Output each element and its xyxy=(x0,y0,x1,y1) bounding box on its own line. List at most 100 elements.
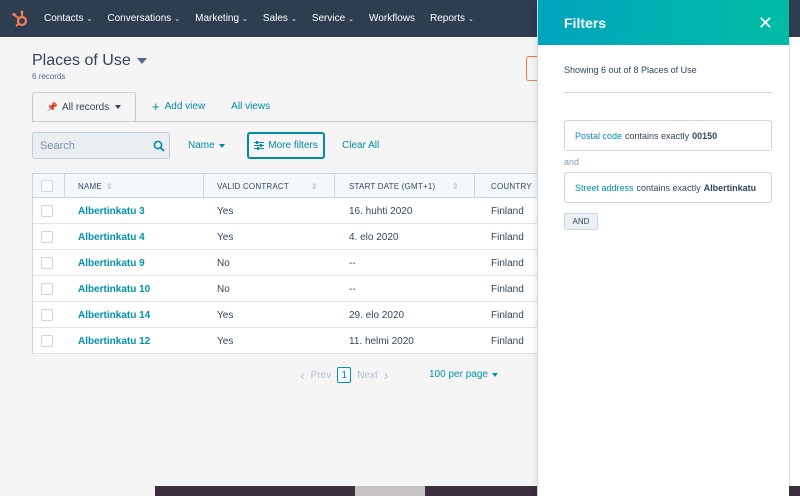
table-header: NAME ⇕ VALID CONTRACT ⇕ START DATE (GMT+1)… xyxy=(33,173,537,198)
page-number-button[interactable]: 1 xyxy=(337,367,352,383)
plus-icon: + xyxy=(152,99,160,114)
nav-item-sales[interactable]: Sales ⌄ xyxy=(263,13,297,24)
nav-item-label: Contacts xyxy=(44,13,84,24)
title-dropdown-icon[interactable] xyxy=(136,58,147,64)
cell-name[interactable]: Albertinkatu 10 xyxy=(78,283,151,295)
cell-country: Finland xyxy=(491,257,524,269)
row-checkbox[interactable] xyxy=(41,335,53,347)
cell-valid-contract: No xyxy=(217,257,230,269)
page-title[interactable]: Places of Use xyxy=(32,52,147,70)
search-input[interactable]: Search xyxy=(32,132,170,159)
table-row: Albertinkatu 14 Yes 29. elo 2020 Finland xyxy=(33,302,537,328)
select-all-checkbox-cell[interactable] xyxy=(41,174,53,198)
header-name[interactable]: NAME ⇕ xyxy=(78,174,113,198)
tab-divider xyxy=(32,121,537,122)
cell-valid-contract: Yes xyxy=(217,205,234,217)
cell-start-date: -- xyxy=(349,283,356,295)
nav-item-reports[interactable]: Reports ⌄ xyxy=(430,13,474,24)
cell-valid-contract: Yes xyxy=(217,335,234,347)
nav-item-label: Sales xyxy=(262,13,288,24)
cell-name[interactable]: Albertinkatu 12 xyxy=(78,335,151,347)
filter-joiner: and xyxy=(564,157,580,167)
filter-operator: contains exactly xyxy=(625,130,690,141)
more-filters-label: More filters xyxy=(268,140,318,151)
row-checkbox-cell[interactable] xyxy=(41,198,53,224)
sort-icon: ⇕ xyxy=(311,181,318,191)
cell-country: Finland xyxy=(491,205,524,217)
filters-panel-title: Filters xyxy=(564,14,607,31)
cell-valid-contract: Yes xyxy=(217,309,234,321)
nav-item-marketing[interactable]: Marketing ⌄ xyxy=(195,13,248,24)
desktop-strip-block xyxy=(355,486,425,496)
cell-name[interactable]: Albertinkatu 9 xyxy=(78,257,145,269)
column-divider xyxy=(334,174,335,198)
chevron-down-icon xyxy=(491,372,498,377)
actions-button[interactable] xyxy=(526,56,540,81)
chevron-down-icon: ⌄ xyxy=(290,15,297,23)
header-country[interactable]: COUNTRY xyxy=(491,174,532,198)
row-checkbox-cell[interactable] xyxy=(41,250,53,276)
add-view-button[interactable]: + Add view xyxy=(152,99,205,114)
search-icon[interactable] xyxy=(149,140,169,152)
table-row: Albertinkatu 9 No -- Finland xyxy=(33,250,537,276)
tab-all-records[interactable]: 📌 All records xyxy=(32,91,136,122)
close-icon[interactable]: ✕ xyxy=(757,12,773,33)
summary-divider xyxy=(564,92,772,93)
all-views-link[interactable]: All views xyxy=(231,101,271,112)
sort-icon: ⇕ xyxy=(452,181,459,191)
filter-card-postal-code[interactable]: Postal code contains exactly 00150 xyxy=(564,120,772,151)
nav-item-label: Workflows xyxy=(369,13,415,24)
more-filters-button[interactable]: More filters xyxy=(247,132,325,159)
cell-valid-contract: No xyxy=(217,283,230,295)
row-checkbox-cell[interactable] xyxy=(41,224,53,250)
add-and-filter-button[interactable]: AND xyxy=(564,213,598,230)
filter-value: 00150 xyxy=(692,130,718,141)
column-divider xyxy=(64,174,65,198)
row-checkbox-cell[interactable] xyxy=(41,276,53,302)
row-checkbox[interactable] xyxy=(41,309,53,321)
per-page-label: 100 per page xyxy=(429,369,488,380)
cell-name[interactable]: Albertinkatu 14 xyxy=(78,309,151,321)
records-table: NAME ⇕ VALID CONTRACT ⇕ START DATE (GMT+1)… xyxy=(32,173,537,354)
select-all-checkbox[interactable] xyxy=(41,180,53,192)
cell-start-date: 29. elo 2020 xyxy=(349,309,405,321)
nav-item-contacts[interactable]: Contacts ⌄ xyxy=(44,13,92,24)
filter-value: Albertinkatu xyxy=(703,182,757,193)
filter-card-street-address[interactable]: Street address contains exactly Albertin… xyxy=(564,172,772,203)
filter-property: Street address xyxy=(575,182,634,193)
row-checkbox[interactable] xyxy=(41,283,53,295)
nav-item-service[interactable]: Service ⌄ xyxy=(312,13,354,24)
hubspot-logo-icon[interactable] xyxy=(6,0,34,37)
header-start-date[interactable]: START DATE (GMT+1) ⇕ xyxy=(349,174,469,198)
cell-start-date: 11. helmi 2020 xyxy=(349,335,414,347)
header-country-label: COUNTRY xyxy=(491,181,532,191)
name-filter-dropdown[interactable]: Name xyxy=(188,140,225,151)
table-row: Albertinkatu 3 Yes 16. huhti 2020 Finland xyxy=(33,198,537,224)
clear-all-button[interactable]: Clear All xyxy=(342,140,380,151)
row-checkbox-cell[interactable] xyxy=(41,302,53,328)
nav-item-workflows[interactable]: Workflows xyxy=(369,13,415,24)
nav-item-label: Service xyxy=(311,13,346,24)
chevron-down-icon[interactable] xyxy=(115,105,122,109)
background-page-edge xyxy=(789,37,800,496)
chevron-down-icon: ⌄ xyxy=(86,15,93,23)
header-valid-contract[interactable]: VALID CONTRACT ⇕ xyxy=(217,174,333,198)
desktop-strip xyxy=(155,486,800,496)
nav-item-conversations[interactable]: Conversations ⌄ xyxy=(107,13,180,24)
nav-item-label: Conversations xyxy=(107,13,172,24)
column-divider xyxy=(474,174,475,198)
row-checkbox[interactable] xyxy=(41,205,53,217)
chevron-down-icon: ⌄ xyxy=(242,15,248,23)
filters-summary: Showing 6 out of 8 Places of Use xyxy=(564,65,697,75)
table-row: Albertinkatu 10 No -- Finland xyxy=(33,276,537,302)
row-checkbox[interactable] xyxy=(41,231,53,243)
filter-operator: contains exactly xyxy=(636,182,701,193)
row-checkbox-cell[interactable] xyxy=(41,328,53,354)
cell-country: Finland xyxy=(491,309,524,321)
row-checkbox[interactable] xyxy=(41,257,53,269)
chevron-down-icon: ⌄ xyxy=(468,15,474,23)
per-page-dropdown[interactable]: 100 per page xyxy=(429,369,498,380)
cell-name[interactable]: Albertinkatu 3 xyxy=(78,205,145,217)
cell-name[interactable]: Albertinkatu 4 xyxy=(78,231,145,243)
table-body: Albertinkatu 3 Yes 16. huhti 2020 Finland Al… xyxy=(33,198,537,354)
